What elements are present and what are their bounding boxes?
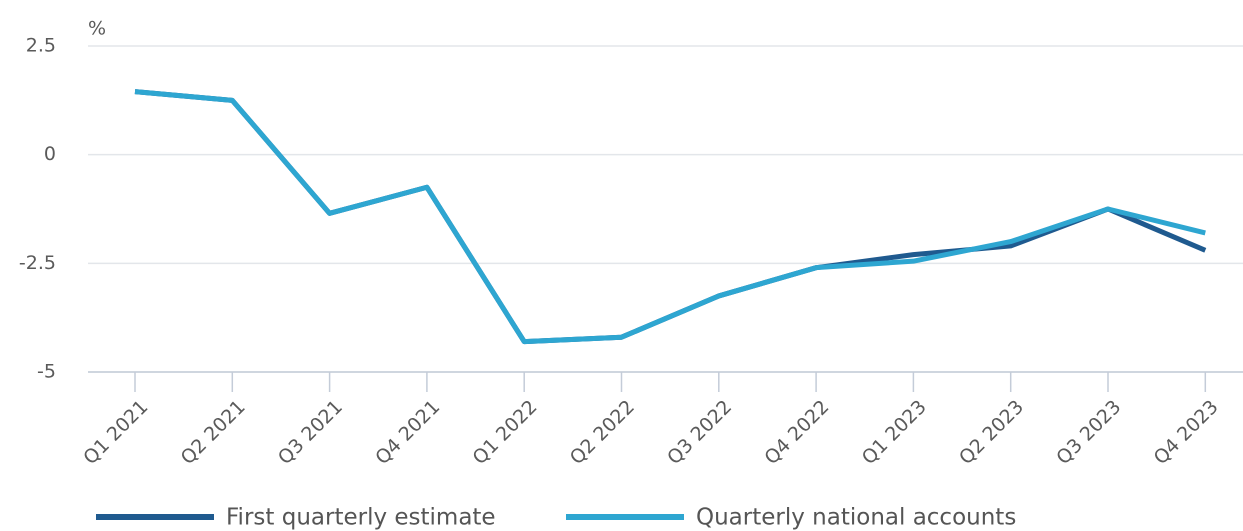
y-tick-label: -2.5 bbox=[19, 252, 56, 274]
x-tick-label: Q4 2023 bbox=[1150, 396, 1223, 469]
legend-label: First quarterly estimate bbox=[226, 505, 496, 531]
x-tick-label: Q3 2022 bbox=[663, 396, 736, 469]
line bbox=[134, 89, 1207, 345]
x-tick-label: Q2 2021 bbox=[177, 396, 250, 469]
x-tick-label: Q2 2022 bbox=[566, 396, 639, 469]
y-tick-label: -5 bbox=[37, 361, 56, 383]
x-tick-label: Q1 2022 bbox=[468, 396, 541, 469]
x-tick-label: Q2 2023 bbox=[955, 396, 1028, 469]
x-tick-label: Q1 2021 bbox=[79, 396, 152, 469]
y-tick-label: 0 bbox=[44, 143, 56, 165]
x-tick-label: Q4 2022 bbox=[760, 396, 833, 469]
legend-label: Quarterly national accounts bbox=[696, 505, 1016, 531]
y-tick-label: 2.5 bbox=[26, 35, 56, 57]
x-tick-label: Q3 2021 bbox=[274, 396, 347, 469]
line bbox=[134, 89, 1206, 345]
x-tick-label: Q4 2021 bbox=[371, 396, 444, 469]
y-axis-unit: % bbox=[88, 18, 106, 40]
x-tick-label: Q1 2023 bbox=[858, 396, 931, 469]
x-tick-label: Q3 2023 bbox=[1052, 396, 1125, 469]
